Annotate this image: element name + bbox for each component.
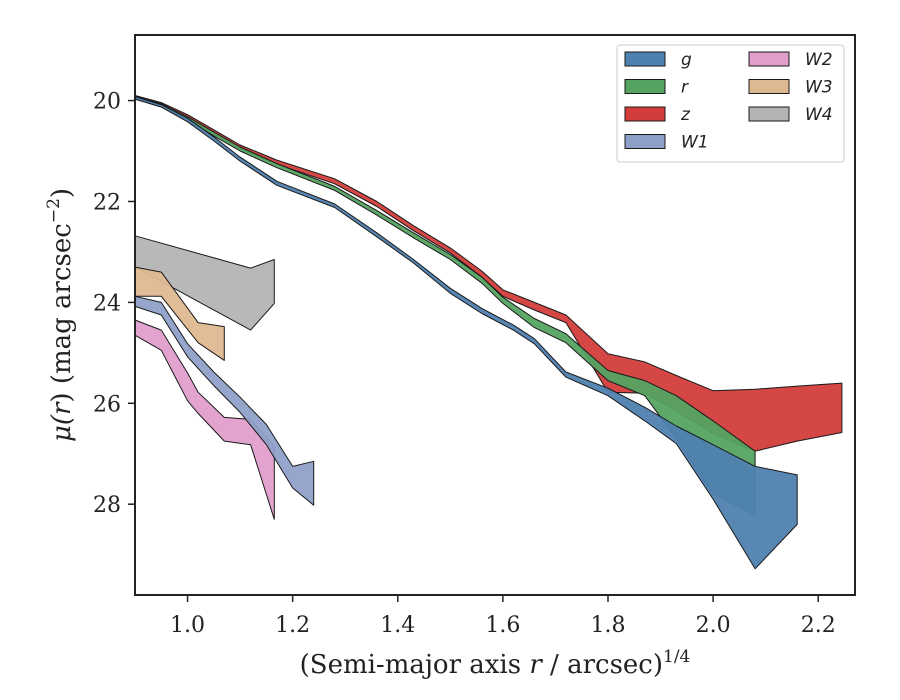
x-axis-label-pre: (Semi-major axis: [300, 650, 530, 680]
legend-label-g: g: [681, 50, 692, 70]
y-tick-label: 20: [93, 90, 121, 115]
legend-label-w3: W3: [805, 78, 833, 98]
x-axis-label: (Semi-major axis r / arcsec)1/4: [300, 647, 691, 680]
x-tick-label: 1.6: [485, 613, 520, 638]
legend-swatch-w3: [748, 79, 790, 94]
legend-frame: [616, 44, 845, 163]
x-tick-label: 1.4: [380, 613, 415, 638]
y-axis-label-post: ) (mag arcsec: [47, 223, 77, 402]
y-axis-label-pre: μ(: [47, 414, 77, 442]
x-axis-label-var: r: [529, 650, 543, 680]
legend-swatch-z: [624, 106, 666, 122]
legend-swatch-g: [624, 51, 666, 67]
y-tick-label: 24: [93, 291, 121, 316]
y-axis: 20 22 24 26 28: [93, 90, 135, 518]
x-tick-label: 2.0: [696, 613, 731, 638]
legend-swatch-w4: [748, 106, 790, 122]
y-axis-label-var: r: [47, 401, 77, 415]
legend-swatch-w1: [624, 134, 666, 149]
band-g: [134, 96, 798, 570]
band-w2: [134, 319, 275, 520]
x-tick-label: 1.2: [275, 613, 310, 638]
y-tick-label: 28: [93, 493, 121, 518]
band-w3: [134, 266, 225, 361]
legend-label-z: z: [680, 105, 691, 125]
y-tick-label: 26: [93, 392, 121, 417]
legend-label-r: r: [681, 78, 689, 98]
band-w1: [134, 295, 315, 506]
x-tick-label: 1.8: [590, 613, 625, 638]
bands-layer: [134, 95, 843, 570]
y-axis-label: μ(r) (mag arcsec−2): [44, 188, 77, 442]
plot-frame: [134, 34, 856, 596]
legend-swatch-r: [624, 79, 666, 94]
x-tick-label: 2.2: [801, 613, 836, 638]
band-z: [134, 95, 843, 452]
legend-label-w2: W2: [805, 50, 833, 70]
x-tick-label: 1.0: [170, 613, 205, 638]
legend-swatch-w2: [748, 51, 790, 67]
x-axis-label-post: / arcsec): [542, 650, 663, 680]
legend-label-w4: W4: [805, 105, 833, 125]
y-axis-label-sup: −2: [44, 198, 64, 223]
legend-label-w1: W1: [681, 133, 709, 153]
x-axis-label-sup: 1/4: [663, 647, 690, 667]
y-tick-label: 22: [93, 190, 121, 215]
x-axis: 1.0 1.2 1.4 1.6 1.8 2.0 2.2: [170, 595, 836, 638]
legend: grz W1 W2 W3 W4: [616, 44, 845, 163]
y-axis-label-end: ): [47, 188, 77, 198]
